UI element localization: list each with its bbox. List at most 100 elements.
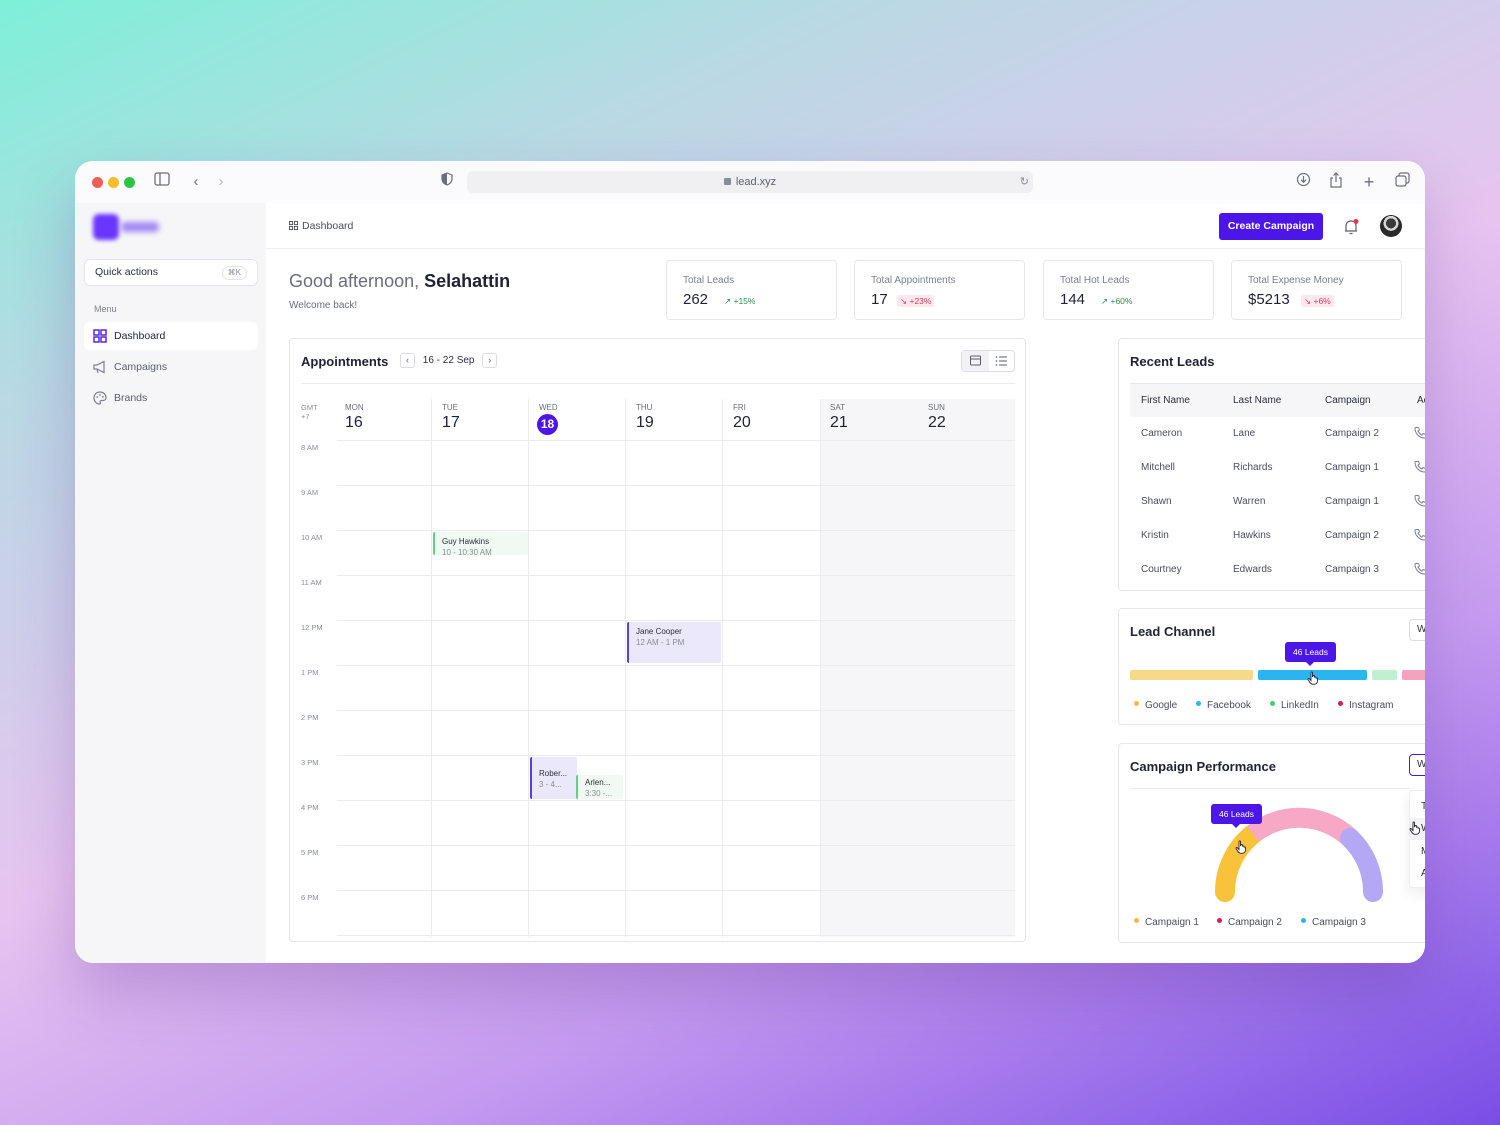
sidebar-item-label: Dashboard: [114, 330, 166, 342]
phone-icon[interactable]: [1414, 528, 1425, 541]
day-header-fri[interactable]: FRI 20: [733, 403, 751, 431]
legend-item-linkedin: LinkedIn: [1270, 700, 1319, 711]
dropdown-option-month[interactable]: Month: [1410, 841, 1425, 863]
calendar-event[interactable]: Guy Hawkins 10 - 10:30 AM: [433, 532, 528, 555]
hour-label: 2 PM: [301, 713, 319, 722]
phone-icon[interactable]: [1414, 426, 1425, 439]
address-bar[interactable]: lead.xyz ↻: [467, 171, 1033, 193]
stat-card-total-leads: Total Leads 262 ↗ +15%: [666, 260, 837, 320]
hour-label: 4 PM: [301, 803, 319, 812]
keyboard-shortcut-badge: ⌘K: [221, 266, 247, 280]
stat-change-badge: ↗ +15%: [724, 296, 756, 306]
dropdown-option-today[interactable]: Today: [1421, 801, 1425, 812]
browser-toolbar: ‹ › lead.xyz ↻ +: [75, 161, 1425, 203]
menu-section-label: Menu: [94, 304, 117, 314]
hour-label: 8 AM: [301, 443, 319, 452]
list-icon: [995, 356, 1007, 366]
hand-cursor-icon: [1307, 671, 1318, 685]
hour-label: 1 PM: [301, 668, 319, 677]
legend-item-campaign-2: Campaign 2: [1217, 917, 1282, 928]
sidebar: Quick actions ⌘K Menu Dashboard Campaign…: [75, 203, 266, 963]
list-view-button[interactable]: [988, 351, 1015, 371]
calendar-view-button[interactable]: [962, 351, 989, 371]
appointments-title: Appointments: [301, 354, 389, 369]
legend-item-google: Google: [1134, 700, 1177, 711]
hour-label: 12 PM: [301, 623, 323, 632]
hand-cursor-icon: [1235, 840, 1246, 854]
recent-leads-title: Recent Leads: [1130, 354, 1215, 369]
breadcrumb-label: Dashboard: [302, 220, 354, 232]
table-row: Kristin Hawkins Campaign 2: [1130, 519, 1425, 553]
day-header-thu[interactable]: THU 19: [636, 403, 654, 431]
day-header-tue[interactable]: TUE 17: [442, 403, 460, 431]
day-header-sun[interactable]: SUN 22: [928, 403, 946, 431]
stat-value: 17: [871, 291, 888, 308]
stat-label: Total Hot Leads: [1060, 275, 1130, 286]
new-tab-icon[interactable]: +: [1363, 172, 1375, 192]
channel-bar-linkedin[interactable]: [1372, 670, 1397, 680]
gauge-segment-campaign-3[interactable]: [1340, 828, 1384, 902]
previous-week-button[interactable]: ‹: [400, 353, 415, 368]
palette-icon: [93, 391, 107, 405]
timezone-label: GMT +7: [301, 403, 318, 421]
chart-tooltip: 46 Leads: [1211, 804, 1262, 828]
phone-icon[interactable]: [1414, 460, 1425, 473]
user-avatar[interactable]: [1380, 215, 1402, 237]
today-marker: 18: [537, 414, 558, 435]
dropdown-option-all[interactable]: All: [1421, 868, 1425, 879]
day-header-sat[interactable]: SAT 21: [830, 403, 848, 431]
sidebar-item-dashboard[interactable]: Dashboard: [84, 322, 258, 350]
calendar-event[interactable]: Jane Cooper 12 AM - 1 PM: [627, 622, 721, 663]
stat-label: Total Expense Money: [1248, 275, 1344, 286]
greeting-title: Good afternoon, Selahattin: [289, 271, 510, 292]
legend-item-campaign-3: Campaign 3: [1301, 917, 1366, 928]
stat-value: $5213: [1248, 291, 1290, 308]
calendar-event[interactable]: Arlen... 3:30 -...: [576, 775, 623, 799]
stat-change-badge: ↗ +60%: [1101, 296, 1133, 306]
breadcrumb[interactable]: Dashboard: [289, 220, 353, 232]
lead-channel-period-dropdown[interactable]: Week⌄: [1409, 619, 1425, 641]
table-row: Shawn Warren Campaign 1: [1130, 485, 1425, 519]
notification-bell-icon[interactable]: [1342, 218, 1360, 236]
maximize-window-button[interactable]: [124, 177, 135, 188]
channel-bar-google[interactable]: [1130, 670, 1253, 680]
minimize-window-button[interactable]: [108, 177, 119, 188]
day-header-mon[interactable]: MON 16: [345, 403, 364, 431]
reload-icon[interactable]: ↻: [1019, 176, 1029, 188]
phone-icon[interactable]: [1414, 494, 1425, 507]
back-icon[interactable]: ‹: [193, 173, 199, 190]
tabs-overview-icon[interactable]: [1392, 172, 1412, 192]
create-campaign-button[interactable]: Create Campaign: [1219, 213, 1323, 240]
megaphone-icon: [93, 360, 105, 374]
quick-actions-button[interactable]: Quick actions ⌘K: [84, 259, 258, 286]
browser-window: ‹ › lead.xyz ↻ + Quick actions ⌘K Menu: [75, 161, 1425, 963]
forward-icon[interactable]: ›: [218, 173, 224, 190]
stat-change-badge: ↘ +23%: [897, 295, 935, 307]
hour-label: 5 PM: [301, 848, 319, 857]
hand-cursor-icon: [1409, 821, 1420, 835]
stat-card-total-hot-leads: Total Hot Leads 144 ↗ +60%: [1043, 260, 1214, 320]
shield-icon[interactable]: [437, 172, 457, 192]
gauge-segment-campaign-2[interactable]: [1246, 807, 1357, 846]
calendar-event[interactable]: Rober... 3 - 4...: [530, 757, 577, 799]
hour-label: 6 PM: [301, 893, 319, 902]
chart-tooltip: 46 Leads: [1285, 642, 1336, 666]
sidebar-toggle-icon[interactable]: [152, 172, 172, 192]
gauge-segment-campaign-1[interactable]: [1214, 824, 1263, 902]
welcome-subtitle: Welcome back!: [289, 300, 358, 311]
greeting-prefix: Good afternoon,: [289, 271, 420, 291]
share-icon[interactable]: [1326, 172, 1346, 192]
download-icon[interactable]: [1293, 172, 1313, 192]
next-week-button[interactable]: ›: [482, 353, 498, 368]
campaign-performance-period-dropdown[interactable]: Week⌄: [1409, 754, 1425, 776]
phone-icon[interactable]: [1414, 562, 1425, 575]
channel-bar-instagram[interactable]: [1402, 670, 1425, 680]
stat-value: 144: [1060, 291, 1086, 308]
sidebar-item-campaigns[interactable]: Campaigns: [84, 353, 258, 381]
close-window-button[interactable]: [92, 177, 103, 188]
app-logo[interactable]: [93, 214, 159, 240]
day-header-wed[interactable]: WED 18: [534, 403, 631, 435]
calendar-view-toggle: [961, 350, 1015, 372]
legend-item-facebook: Facebook: [1196, 700, 1251, 711]
sidebar-item-brands[interactable]: Brands: [84, 384, 258, 412]
